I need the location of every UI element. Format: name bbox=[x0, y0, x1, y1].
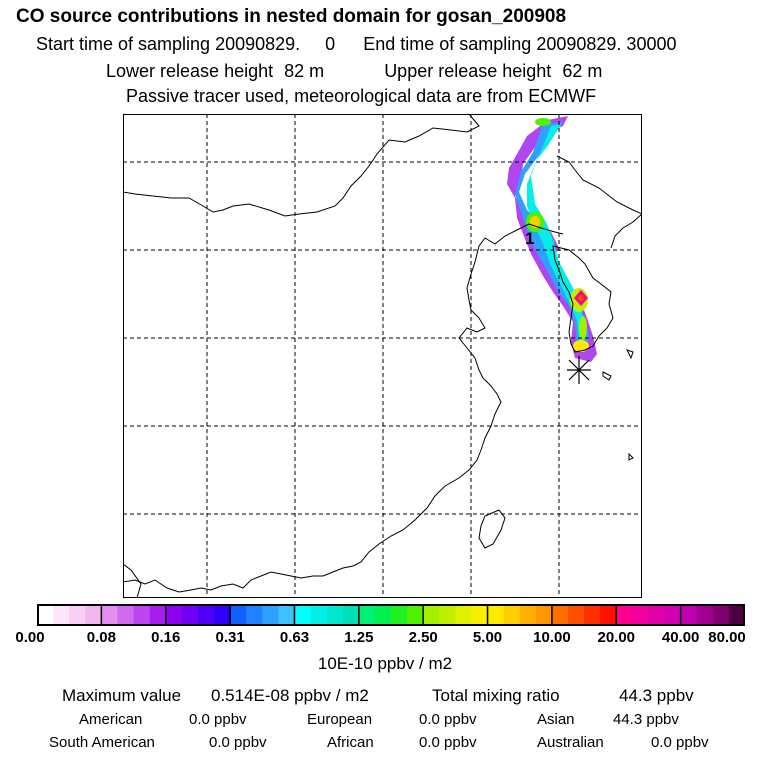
total-mixing-label: Total mixing ratio bbox=[432, 686, 560, 705]
colorbar-tick-label: 10.00 bbox=[533, 629, 571, 646]
upper-height-value: 62 m bbox=[562, 61, 603, 81]
colorbar-tick-label: 0.08 bbox=[86, 629, 116, 646]
end-time-label: End time of sampling bbox=[363, 34, 532, 54]
upper-height-label: Upper release height bbox=[384, 61, 552, 81]
colorbar-swatch bbox=[246, 604, 263, 626]
colorbar-swatch bbox=[487, 604, 505, 626]
colorbar-swatch bbox=[165, 604, 183, 626]
colorbar-tick-label: 80.00 bbox=[708, 629, 746, 646]
colorbar-swatch bbox=[584, 604, 601, 626]
colorbar-swatch bbox=[632, 604, 649, 626]
colorbar-unit: 10E-10 ppbv / m2 bbox=[317, 654, 453, 673]
colorbar-tick-label: 0.63 bbox=[279, 629, 310, 646]
colorbar-swatch bbox=[101, 604, 118, 626]
colorbar-tick-label: 0.16 bbox=[151, 629, 181, 646]
australian-value: 0.0 ppbv bbox=[651, 734, 709, 751]
african-value: 0.0 ppbv bbox=[419, 734, 477, 751]
south-american-value: 0.0 ppbv bbox=[209, 734, 267, 751]
colorbar-swatch bbox=[551, 604, 569, 626]
colorbar-swatch bbox=[664, 604, 682, 626]
south-american-label: South American bbox=[49, 734, 155, 751]
asian-value: 44.3 ppbv bbox=[613, 711, 679, 728]
asian-label: Asian bbox=[537, 711, 575, 728]
colorbar-swatch bbox=[69, 604, 86, 626]
european-label: European bbox=[307, 711, 373, 728]
colorbar-tick-label: 40.00 bbox=[661, 629, 700, 646]
colorbar-swatch bbox=[149, 604, 167, 626]
colorbar-swatch bbox=[181, 604, 199, 626]
tracer-note: Passive tracer used, meteorological data… bbox=[126, 86, 597, 106]
colorbar-swatch bbox=[278, 604, 295, 626]
colorbar-swatch bbox=[696, 604, 714, 626]
american-value: 0.0 ppbv bbox=[189, 711, 247, 728]
african-label: African bbox=[327, 734, 374, 751]
colorbar-border bbox=[37, 604, 745, 626]
colorbar-swatch bbox=[117, 604, 135, 626]
colorbar-swatch bbox=[37, 604, 54, 626]
total-mixing-value: 44.3 ppbv bbox=[619, 686, 694, 705]
colorbar-tick-label: 5.00 bbox=[472, 629, 503, 646]
release-heights: Lower release height 82 m Upper release … bbox=[106, 61, 602, 82]
american-label: American bbox=[79, 711, 143, 728]
lower-height-value: 82 m bbox=[284, 61, 325, 81]
colorbar-swatch bbox=[471, 604, 489, 626]
colorbar-swatch bbox=[519, 604, 537, 626]
colorbar-swatch bbox=[230, 604, 247, 626]
european-value: 0.0 ppbv bbox=[419, 711, 477, 728]
colorbar bbox=[37, 604, 745, 626]
source-contribution-map: 1 bbox=[123, 114, 642, 598]
colorbar-swatch bbox=[712, 604, 730, 626]
max-value: 0.514E-08 ppbv / m2 bbox=[211, 686, 369, 705]
colorbar-swatch bbox=[197, 604, 215, 626]
graticule bbox=[123, 114, 642, 598]
colorbar-swatch bbox=[455, 604, 472, 626]
colorbar-swatch bbox=[535, 604, 553, 626]
receptor-star-icon bbox=[567, 356, 591, 384]
colorbar-swatch bbox=[133, 604, 151, 626]
colorbar-swatch bbox=[439, 604, 456, 626]
colorbar-swatch bbox=[85, 604, 102, 626]
colorbar-tick-label: 1.25 bbox=[344, 629, 374, 646]
max-value-label: Maximum value bbox=[62, 686, 182, 705]
receptor-label: 1 bbox=[525, 229, 534, 248]
co-plume bbox=[507, 116, 597, 362]
colorbar-swatch bbox=[374, 604, 392, 626]
start-time-value: 20090829. 0 bbox=[215, 34, 336, 54]
lower-height-label: Lower release height bbox=[106, 61, 274, 81]
colorbar-swatch bbox=[568, 604, 585, 626]
start-time-label: Start time of sampling bbox=[36, 34, 211, 54]
map-frame bbox=[123, 114, 642, 598]
colorbar-swatch bbox=[423, 604, 440, 626]
coastlines bbox=[123, 114, 642, 598]
figure-title: CO source contributions in nested domain… bbox=[16, 6, 567, 27]
colorbar-swatch bbox=[53, 604, 70, 626]
colorbar-swatch bbox=[262, 604, 279, 626]
colorbar-tick-label: 2.50 bbox=[408, 629, 438, 646]
sampling-times: Start time of sampling 20090829. 0 End t… bbox=[36, 34, 677, 55]
australian-label: Australian bbox=[537, 734, 604, 751]
colorbar-swatch bbox=[680, 604, 698, 626]
colorbar-swatch bbox=[342, 604, 360, 626]
colorbar-swatch bbox=[310, 604, 328, 626]
colorbar-swatch bbox=[503, 604, 521, 626]
colorbar-swatch bbox=[214, 604, 231, 626]
colorbar-swatch bbox=[358, 604, 376, 626]
colorbar-swatch bbox=[648, 604, 666, 626]
colorbar-swatch bbox=[407, 604, 424, 626]
colorbar-tick-label: 20.00 bbox=[597, 629, 636, 646]
colorbar-swatch bbox=[600, 604, 617, 626]
end-time-value: 20090829. 30000 bbox=[536, 34, 677, 54]
colorbar-swatch bbox=[391, 604, 408, 626]
colorbar-swatch bbox=[728, 604, 745, 626]
colorbar-tick-label: 0.00 bbox=[15, 629, 45, 646]
colorbar-swatch bbox=[326, 604, 344, 626]
colorbar-tick-label: 0.31 bbox=[215, 629, 245, 646]
colorbar-swatch bbox=[616, 604, 633, 626]
colorbar-swatch bbox=[294, 604, 312, 626]
